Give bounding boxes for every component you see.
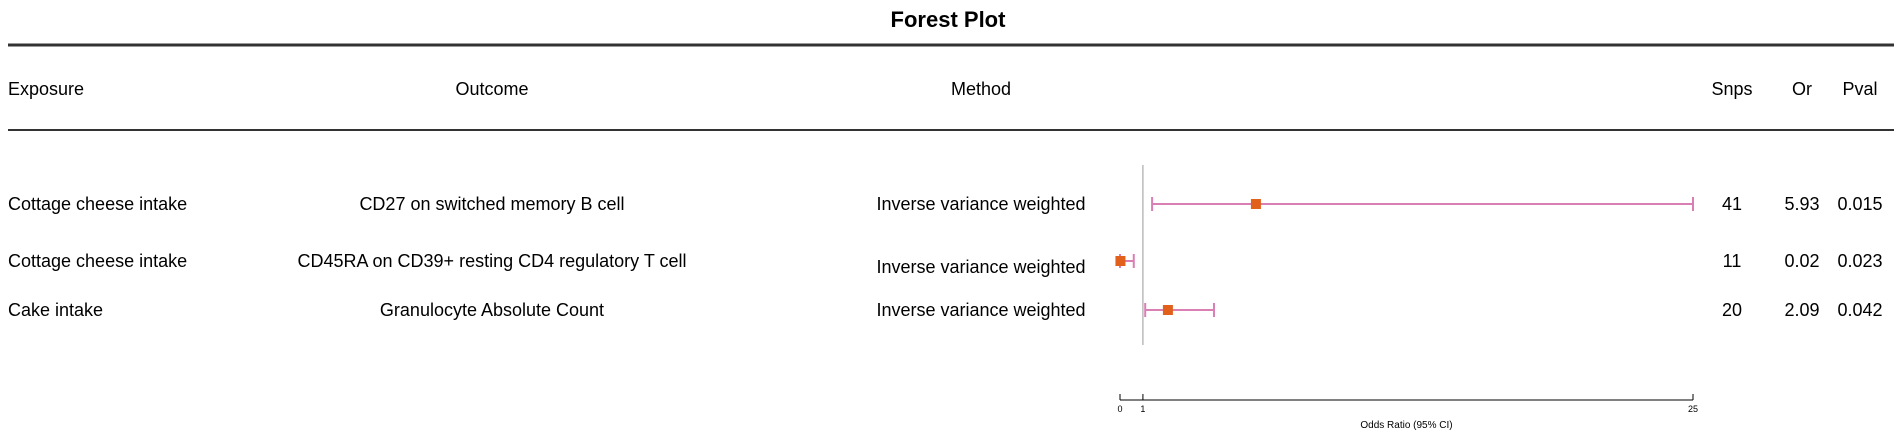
x-axis-label: Odds Ratio (95% CI) (1360, 420, 1452, 431)
row-pval: 0.023 (1837, 251, 1882, 271)
row-outcome: CD45RA on CD39+ resting CD4 regulatory T… (297, 251, 686, 271)
row-or: 2.09 (1784, 300, 1819, 320)
row-snps: 20 (1722, 300, 1742, 320)
row-pval: 0.042 (1837, 300, 1882, 320)
point-estimate (1250, 199, 1261, 209)
x-tick-label: 0 (1117, 404, 1122, 414)
x-tick-label: 25 (1688, 404, 1698, 414)
row-outcome: Granulocyte Absolute Count (380, 300, 604, 320)
rows-layer: Cottage cheese intake CD27 on switched me… (8, 194, 1883, 320)
header-method: Method (951, 79, 1011, 99)
row-method: Inverse variance weighted (876, 257, 1085, 277)
row-exposure: Cake intake (8, 300, 103, 320)
x-axis: 0 1 25 (1117, 394, 1698, 414)
row-method: Inverse variance weighted (876, 194, 1085, 214)
row-pval: 0.015 (1837, 194, 1882, 214)
row-or: 5.93 (1784, 194, 1819, 214)
header-or: Or (1792, 79, 1812, 99)
row-or: 0.02 (1784, 251, 1819, 271)
row-snps: 41 (1722, 194, 1742, 214)
point-estimate (1162, 305, 1173, 315)
x-tick-label: 1 (1140, 404, 1145, 414)
header-pval: Pval (1842, 79, 1877, 99)
chart-title: Forest Plot (891, 7, 1007, 32)
header-exposure: Exposure (8, 79, 84, 99)
header-snps: Snps (1711, 79, 1752, 99)
point-estimate (1115, 256, 1126, 266)
row-outcome: CD27 on switched memory B cell (359, 194, 624, 214)
row-exposure: Cottage cheese intake (8, 251, 187, 271)
row-exposure: Cottage cheese intake (8, 194, 187, 214)
forest-marks (1115, 197, 1694, 317)
row-method: Inverse variance weighted (876, 300, 1085, 320)
row-snps: 11 (1723, 251, 1742, 271)
header-outcome: Outcome (455, 79, 528, 99)
